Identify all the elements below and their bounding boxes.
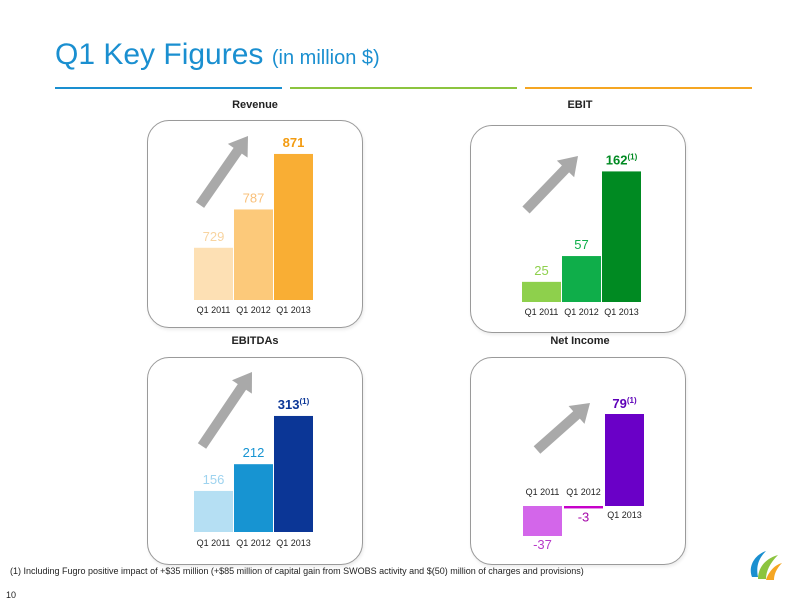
net-income-bar [564,506,603,509]
title-rule-3 [525,87,752,89]
net-income-footnote-mark: (1) [627,396,637,405]
revenue-trend-arrow-icon [195,136,248,208]
ebitdas-value-label: 212 [243,445,265,460]
net-income-category-label: Q1 2011 [526,487,560,497]
ebitdas-bar [274,415,313,532]
ebit-value-label: 25 [534,263,548,278]
ebit-trend-arrow-icon [522,155,578,214]
revenue-category-label: Q1 2013 [276,305,311,315]
ebit-category-label: Q1 2012 [564,307,599,317]
revenue-bar [194,247,233,300]
net-income-bar [605,414,644,506]
panel-heading-net-income: Net Income [550,335,610,347]
ebit-category-label: Q1 2013 [604,307,639,317]
revenue-value-label: 787 [243,190,265,205]
ebitdas-category-label: Q1 2011 [197,538,231,548]
panel-heading-ebitdas: EBITDAs [231,335,279,347]
ebit-value-label: 57 [574,237,588,252]
panel-heading-ebit: EBIT [567,99,593,111]
ebitdas-bar [234,464,273,532]
ebitdas-category-label: Q1 2013 [276,538,311,548]
page-title-subtitle: (in million $) [271,47,380,69]
ebitdas-value-label: 156 [203,472,225,487]
ebitdas-value-label: 313(1) [278,397,310,412]
page-title: Q1 Key Figures (in million $) [55,38,380,72]
ebitdas-category-label: Q1 2012 [236,538,271,548]
ebit-trend-arrow-shape [522,155,578,214]
footnote: (1) Including Fugro positive impact of +… [10,566,584,576]
ebitdas-trend-arrow-shape [197,371,253,449]
revenue-trend-arrow-shape [195,136,248,208]
title-rule-1 [55,87,282,89]
ebitdas-trend-arrow-icon [197,371,253,449]
net-income-value-label: -3 [578,509,590,524]
ebit-bar [522,281,561,302]
net-income-value-label: 79(1) [612,396,637,411]
title-rule-2 [290,87,517,89]
net-income-trend-arrow-icon [533,403,591,454]
ebitdas-bar [194,490,233,532]
page-number: 10 [6,590,17,600]
net-income-value-label: -37 [533,537,552,552]
ebit-bar [602,171,641,302]
net-income-trend-arrow-shape [533,403,591,454]
revenue-category-label: Q1 2011 [197,305,231,315]
ebit-bar [562,256,601,302]
net-income-bar [523,506,562,536]
net-income-category-label: Q1 2013 [607,510,642,520]
revenue-bar [274,153,313,300]
ebitdas-footnote-mark: (1) [299,397,309,406]
ebit-footnote-mark: (1) [627,152,637,161]
company-logo-icon [750,551,782,580]
page-title-main: Q1 Key Figures [55,38,264,71]
panel-net-income [470,357,686,565]
net-income-category-label: Q1 2012 [566,487,601,497]
ebit-value-label: 162(1) [606,152,638,167]
panel-heading-revenue: Revenue [232,99,278,111]
revenue-value-label: 729 [203,229,225,244]
revenue-value-label: 871 [283,135,305,150]
revenue-category-label: Q1 2012 [236,305,271,315]
revenue-bar [234,209,273,300]
ebit-category-label: Q1 2011 [525,307,559,317]
